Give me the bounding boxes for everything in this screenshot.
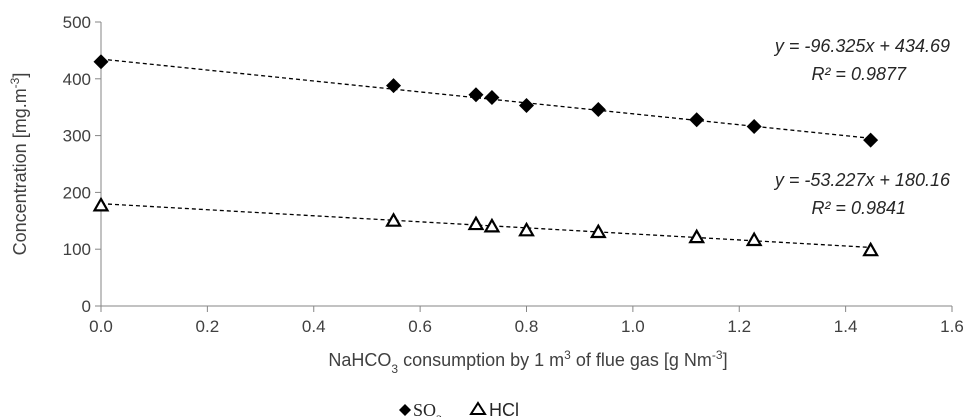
y-axis-title-superscript: -3 — [8, 77, 22, 88]
legend-label-so2-main: SO — [413, 400, 436, 417]
data-point-so2 — [689, 112, 705, 128]
data-point-hcl — [483, 217, 501, 233]
x-tick-label: 1.2 — [727, 317, 751, 336]
y-axis-title-text: Concentration [mg.m — [10, 88, 30, 255]
y-tick-label: 400 — [63, 70, 91, 89]
legend: SO2 HCl — [399, 400, 519, 417]
x-tick-label: 0.0 — [89, 317, 113, 336]
trendline-equations: y = -96.325x + 434.69 R² = 0.9877 y = -53.… — [773, 36, 951, 218]
data-point-hcl — [92, 196, 110, 212]
data-point-hcl — [688, 228, 706, 244]
x-tick-label: 1.4 — [834, 317, 858, 336]
legend-triangle-marker — [469, 401, 487, 415]
trendlines — [100, 58, 871, 249]
data-point-so2 — [519, 97, 534, 113]
y-axis-title: Concentration [mg.m-3] — [8, 73, 30, 256]
data-point-hcl — [862, 241, 880, 257]
data-point-hcl — [518, 221, 535, 237]
x-axis-title-text: NaHCO — [328, 350, 391, 370]
data-point-so2 — [863, 132, 879, 148]
legend-item-hcl: HCl — [469, 400, 519, 417]
y-tick-label: 500 — [63, 13, 91, 32]
trendline-equation-hcl: y = -53.227x + 180.16 — [773, 170, 951, 190]
x-axis-title-post: of flue gas [g Nm — [571, 350, 712, 370]
x-axis-title-end: ] — [723, 350, 728, 370]
data-point-so2 — [746, 119, 762, 135]
data-point-so2 — [484, 90, 500, 106]
x-tick-label: 1.0 — [621, 317, 645, 336]
legend-item-so2: SO2 — [399, 400, 442, 417]
trendline-hcl — [100, 203, 871, 249]
legend-label-so2: SO2 — [413, 400, 442, 417]
x-tick-label: 0.2 — [196, 317, 220, 336]
data-point-hcl — [745, 231, 763, 247]
data-point-so2 — [590, 101, 606, 117]
trendline-r2-hcl: R² = 0.9841 — [811, 198, 906, 218]
legend-label-hcl: HCl — [489, 400, 519, 417]
x-tick-label: 0.6 — [408, 317, 432, 336]
y-tick-label: 0 — [82, 297, 91, 316]
trendline-equation-so2: y = -96.325x + 434.69 — [773, 36, 950, 56]
data-point-so2 — [386, 78, 402, 94]
x-axis-title-superscript: 3 — [564, 348, 571, 362]
y-tick-label: 200 — [63, 183, 91, 202]
x-axis-title: NaHCO3 consumption by 1 m3 of flue gas [… — [328, 348, 727, 376]
x-tick-label: 0.8 — [515, 317, 539, 336]
legend-label-so2-subscript: 2 — [436, 412, 442, 417]
x-axis-title-superscript-2: -3 — [712, 348, 723, 362]
legend-diamond-marker — [399, 404, 411, 416]
data-point-so2 — [468, 87, 484, 103]
data-point-so2 — [93, 54, 109, 70]
x-tick-label: 0.4 — [302, 317, 326, 336]
trendline-r2-so2: R² = 0.9877 — [811, 64, 907, 84]
y-tick-label: 100 — [63, 240, 91, 259]
x-axis-title-subscript: 3 — [391, 362, 398, 376]
y-axis-title-end: ] — [10, 73, 30, 78]
data-points — [92, 54, 880, 257]
axes: 0 100 200 300 400 500 0.0 0.2 0.4 0.6 0.8 1.0 1.2 1.4… — [63, 13, 964, 336]
y-tick-label: 300 — [63, 127, 91, 146]
x-axis-title-mid: consumption by 1 m — [398, 350, 564, 370]
data-point-hcl — [385, 212, 402, 227]
data-point-hcl — [467, 215, 485, 231]
data-point-hcl — [589, 223, 607, 239]
x-tick-label: 1.6 — [940, 317, 964, 336]
